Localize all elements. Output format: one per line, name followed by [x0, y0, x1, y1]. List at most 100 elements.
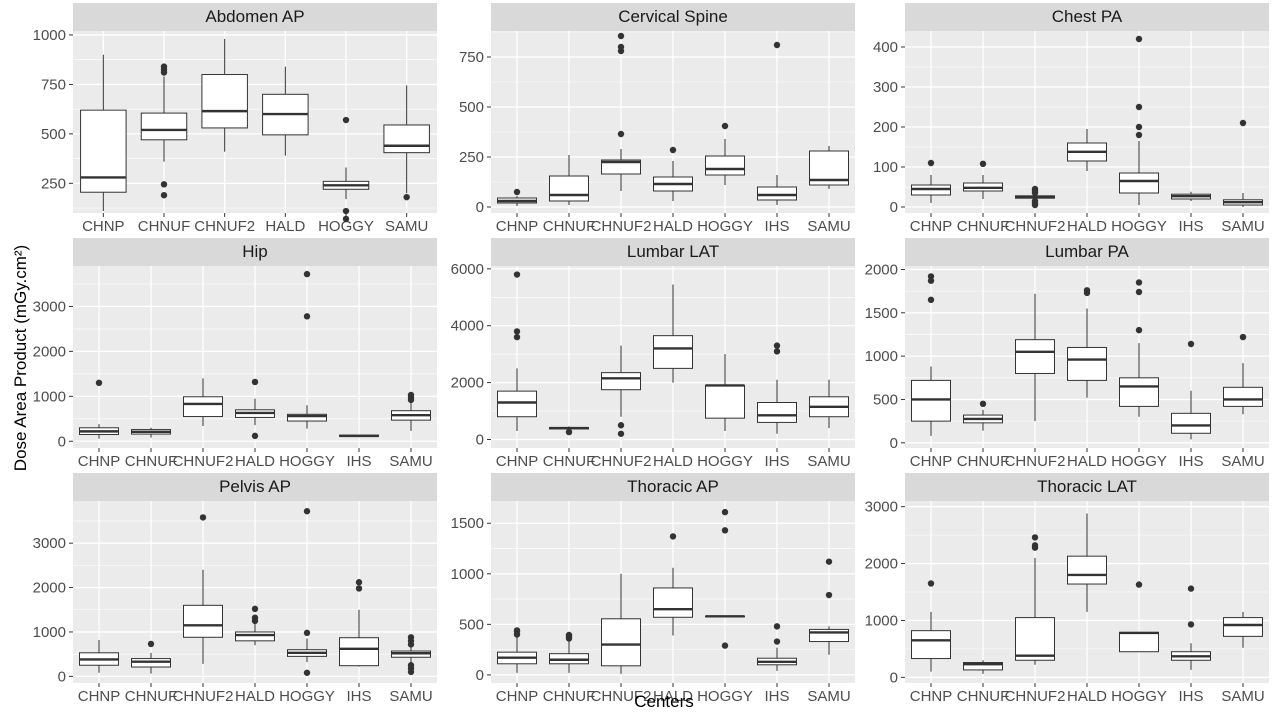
x-tick-label: CHNUF — [138, 218, 191, 235]
boxplot — [809, 379, 849, 429]
facet-title: Pelvis AP — [219, 477, 291, 496]
facet-panel: Lumbar PA 0 500 1000 1500 2000 CHNP CHNUFCHNUF2… — [865, 238, 1269, 470]
outlier-point — [825, 591, 833, 599]
x-tick-label: SAMU — [807, 688, 850, 705]
boxplot — [757, 623, 797, 671]
x-tick-label: HALD — [1067, 453, 1107, 470]
box-iqr — [183, 396, 223, 418]
facet-title: Lumbar PA — [1045, 242, 1129, 261]
outlier-point — [1135, 123, 1143, 131]
outlier-point — [565, 428, 573, 436]
boxplot — [497, 627, 537, 673]
outlier-point — [513, 333, 521, 341]
facet-title: Thoracic LAT — [1037, 477, 1137, 496]
x-tick-label: IHS — [764, 453, 789, 470]
x-tick-label: CHNP — [78, 688, 121, 705]
outlier-point — [927, 273, 935, 280]
outlier-point — [1187, 585, 1195, 592]
boxplot — [80, 54, 127, 212]
boxplot — [1223, 333, 1263, 415]
x-tick-label: HALD — [235, 453, 275, 470]
x-tick-label: CHNP — [496, 688, 539, 705]
outlier-point — [617, 32, 625, 40]
outlier-point — [773, 41, 781, 49]
outlier-point — [773, 348, 781, 355]
facet-strip — [905, 473, 1269, 501]
box-iqr — [911, 630, 951, 660]
outlier-point — [403, 193, 410, 201]
boxplot — [79, 379, 119, 439]
box-iqr — [1067, 555, 1107, 585]
box-iqr — [201, 74, 248, 129]
y-tick-label: 1000 — [451, 566, 484, 583]
x-tick-label: CHNUF — [125, 688, 178, 705]
x-tick-label: HALD — [1067, 218, 1107, 235]
outlier-point — [1031, 197, 1039, 205]
boxplot — [339, 579, 379, 667]
y-tick-label: 1000 — [865, 612, 898, 629]
x-tick-label: IHS — [1178, 453, 1203, 470]
x-tick-label: IHS — [1178, 688, 1203, 705]
outlier-point — [825, 558, 833, 565]
y-tick-label: 250 — [459, 149, 484, 166]
outlier-point — [1031, 542, 1039, 549]
y-tick-label: 500 — [459, 616, 484, 633]
x-tick-label: HALD — [235, 688, 275, 705]
box-iqr — [1223, 617, 1263, 637]
x-tick-label: CHNUF2 — [173, 688, 234, 705]
outlier-point — [355, 579, 363, 586]
boxplot — [1223, 611, 1263, 648]
boxplot — [1067, 287, 1107, 398]
outlier-point — [355, 585, 363, 592]
y-tick-label: 0 — [58, 433, 66, 450]
boxplot — [963, 400, 1003, 431]
y-tick-label: 4000 — [451, 318, 484, 335]
x-tick-label: CHNUF — [543, 218, 596, 235]
x-tick-label: CHNUF — [125, 453, 178, 470]
outlier-point — [617, 43, 625, 51]
box-iqr — [601, 372, 641, 391]
outlier-point — [342, 116, 350, 124]
x-axis-title: Centers — [634, 692, 694, 711]
x-tick-label: HOGGY — [697, 688, 753, 705]
boxplot — [549, 426, 589, 436]
x-tick-label: CHNUF2 — [1005, 218, 1066, 235]
box-iqr — [757, 186, 797, 201]
y-tick-label: 500 — [41, 126, 66, 143]
y-tick-label: 2000 — [865, 261, 898, 278]
y-tick-label: 500 — [873, 391, 898, 408]
boxplot — [1119, 581, 1159, 653]
y-tick-label: 100 — [873, 159, 898, 176]
boxplot — [1067, 513, 1107, 612]
x-tick-label: HALD — [265, 218, 305, 235]
box-iqr — [1119, 377, 1159, 407]
box-iqr — [80, 109, 127, 193]
y-tick-label: 3000 — [33, 298, 66, 315]
x-tick-label: HALD — [1067, 688, 1107, 705]
outlier-point — [721, 642, 729, 649]
boxplot — [1015, 293, 1055, 422]
boxplot — [339, 434, 379, 438]
x-tick-label: CHNUF — [543, 453, 596, 470]
x-tick-label: CHNP — [910, 218, 953, 235]
outlier-point — [721, 122, 729, 130]
boxplot — [1171, 585, 1211, 670]
outlier-point — [513, 627, 521, 634]
outlier-point — [1135, 279, 1143, 286]
facet-title: Hip — [242, 242, 268, 261]
boxplot — [653, 533, 693, 636]
y-tick-label: 300 — [873, 79, 898, 96]
outlier-point — [303, 270, 311, 278]
boxplot — [601, 573, 641, 674]
outlier-point — [617, 430, 625, 437]
facet-strip — [905, 238, 1269, 266]
outlier-point — [513, 271, 521, 278]
boxplot — [549, 155, 589, 205]
x-tick-label: IHS — [764, 218, 789, 235]
x-tick-label: IHS — [346, 688, 371, 705]
outlier-point — [669, 146, 677, 154]
box-iqr — [601, 618, 641, 667]
outlier-point — [407, 391, 415, 399]
